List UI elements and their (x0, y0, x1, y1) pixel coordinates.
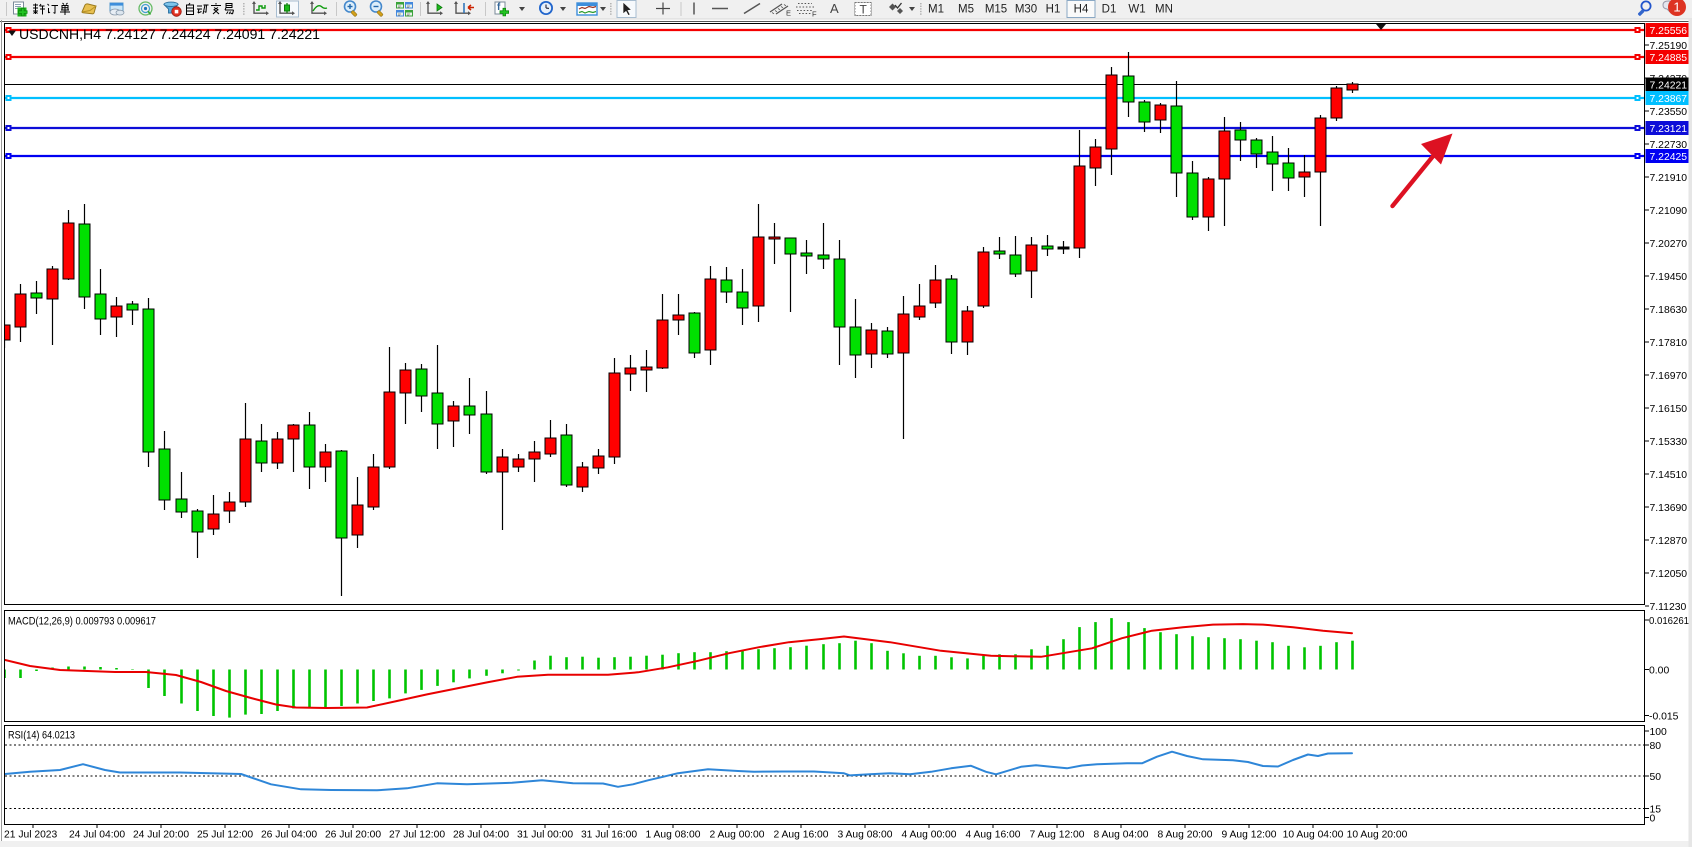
svg-text:9 Aug 12:00: 9 Aug 12:00 (1222, 830, 1277, 841)
svg-text:28 Jul 04:00: 28 Jul 04:00 (453, 830, 509, 841)
svg-text:10 Aug 20:00: 10 Aug 20:00 (1347, 830, 1408, 841)
svg-text:0.016261: 0.016261 (1649, 616, 1689, 627)
svg-text:7.23121: 7.23121 (1650, 124, 1688, 135)
svg-text:2 Aug 16:00: 2 Aug 16:00 (774, 830, 829, 841)
svg-text:D1: D1 (1102, 4, 1117, 16)
svg-text:USDCNH,H4 7.24127 7.24424 7.2: USDCNH,H4 7.24127 7.24424 7.24091 7.2422… (19, 27, 320, 42)
svg-text:7.18630: 7.18630 (1650, 305, 1688, 316)
svg-text:7.11230: 7.11230 (1650, 602, 1687, 613)
svg-text:26 Jul 20:00: 26 Jul 20:00 (325, 830, 381, 841)
svg-text:7.25556: 7.25556 (1650, 26, 1688, 37)
svg-text:4 Aug 16:00: 4 Aug 16:00 (966, 830, 1021, 841)
svg-text:8 Aug 20:00: 8 Aug 20:00 (1158, 830, 1213, 841)
svg-text:f: f (497, 2, 501, 13)
svg-text:M5: M5 (958, 4, 974, 16)
svg-text:F: F (812, 10, 817, 19)
svg-text:80: 80 (1650, 741, 1662, 752)
svg-text:RSI(14) 64.0213: RSI(14) 64.0213 (8, 730, 75, 742)
svg-text:H4: H4 (1074, 4, 1089, 16)
svg-text:24 Jul 20:00: 24 Jul 20:00 (133, 830, 189, 841)
svg-text:8 Aug 04:00: 8 Aug 04:00 (1094, 830, 1149, 841)
svg-text:7.12050: 7.12050 (1650, 569, 1688, 580)
svg-text:MACD(12,26,9) 0.009793 0.00961: MACD(12,26,9) 0.009793 0.009617 (8, 616, 156, 628)
svg-text:7.17810: 7.17810 (1650, 338, 1688, 349)
svg-text:M1: M1 (928, 4, 944, 16)
svg-text:24 Jul 04:00: 24 Jul 04:00 (69, 830, 125, 841)
svg-text:7.20270: 7.20270 (1650, 239, 1688, 250)
svg-text:7.16970: 7.16970 (1650, 371, 1688, 382)
svg-text:M15: M15 (985, 4, 1007, 16)
svg-text:21 Jul 2023: 21 Jul 2023 (4, 830, 58, 841)
svg-text:A: A (830, 1, 839, 16)
svg-text:2 Aug 00:00: 2 Aug 00:00 (710, 830, 765, 841)
svg-text:15: 15 (1650, 805, 1662, 816)
svg-text:W1: W1 (1128, 4, 1145, 16)
svg-text:7.24221: 7.24221 (1650, 81, 1688, 92)
svg-text:50: 50 (1650, 772, 1662, 783)
svg-text:3 Aug 08:00: 3 Aug 08:00 (838, 830, 893, 841)
svg-text:10 Aug 04:00: 10 Aug 04:00 (1283, 830, 1344, 841)
svg-text:7.24885: 7.24885 (1650, 53, 1688, 64)
svg-text:7.22730: 7.22730 (1650, 140, 1688, 151)
svg-text:1 Aug 08:00: 1 Aug 08:00 (646, 830, 701, 841)
svg-text:1: 1 (1673, 0, 1680, 15)
svg-text:0: 0 (1650, 814, 1656, 825)
svg-text:100: 100 (1650, 727, 1668, 738)
svg-text:4 Aug 00:00: 4 Aug 00:00 (902, 830, 957, 841)
svg-text:31 Jul 16:00: 31 Jul 16:00 (581, 830, 637, 841)
svg-text:MN: MN (1155, 4, 1173, 16)
svg-text:7.21090: 7.21090 (1650, 206, 1688, 217)
svg-text:25 Jul 12:00: 25 Jul 12:00 (197, 830, 253, 841)
svg-text:7.16150: 7.16150 (1650, 404, 1688, 415)
svg-text:7.12870: 7.12870 (1650, 536, 1688, 547)
svg-text:7.23550: 7.23550 (1650, 107, 1688, 118)
svg-text:7.21910: 7.21910 (1650, 173, 1688, 184)
svg-text:31 Jul 00:00: 31 Jul 00:00 (517, 830, 573, 841)
svg-text:7.13690: 7.13690 (1650, 503, 1688, 514)
svg-text:26 Jul 04:00: 26 Jul 04:00 (261, 830, 317, 841)
svg-text:7.23867: 7.23867 (1650, 94, 1688, 105)
svg-text:7.14510: 7.14510 (1650, 470, 1688, 481)
svg-text:27 Jul 12:00: 27 Jul 12:00 (389, 830, 445, 841)
svg-text:T: T (860, 3, 868, 17)
svg-text:E: E (786, 9, 791, 18)
svg-text:7.15330: 7.15330 (1650, 437, 1688, 448)
svg-text:H1: H1 (1046, 4, 1061, 16)
svg-text:7.19450: 7.19450 (1650, 272, 1688, 283)
svg-text:0.00: 0.00 (1649, 666, 1669, 677)
svg-text:-0.015: -0.015 (1649, 712, 1679, 723)
svg-text:7 Aug 12:00: 7 Aug 12:00 (1030, 830, 1085, 841)
svg-text:7.25190: 7.25190 (1650, 41, 1688, 52)
svg-text:7.22425: 7.22425 (1650, 152, 1688, 163)
svg-text:M30: M30 (1015, 4, 1037, 16)
